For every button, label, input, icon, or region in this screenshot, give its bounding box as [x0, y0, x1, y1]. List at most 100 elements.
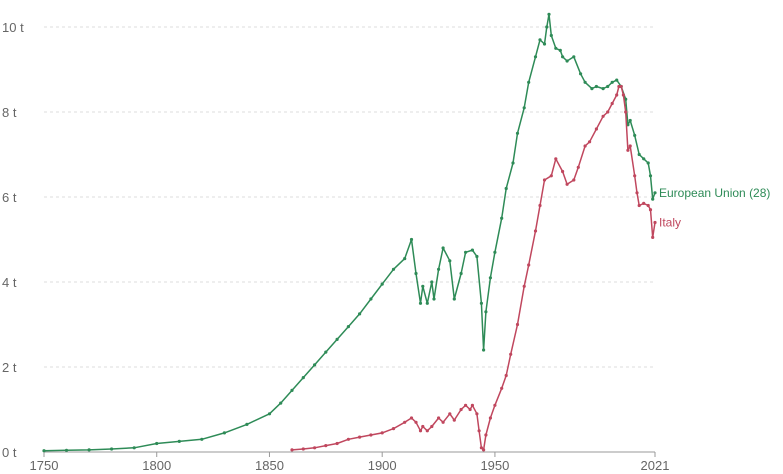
data-point [432, 297, 436, 301]
axes [43, 451, 656, 457]
y-tick-label: 0 t [2, 445, 17, 460]
data-point [633, 133, 637, 137]
data-point [414, 271, 418, 276]
data-point [369, 433, 373, 437]
x-tick-label: 1850 [255, 458, 284, 473]
data-point [403, 257, 407, 261]
data-point [545, 25, 549, 29]
data-point [615, 93, 619, 97]
data-point [588, 140, 592, 144]
data-point [646, 203, 650, 208]
data-point [488, 416, 492, 420]
data-point [430, 280, 434, 284]
data-point [601, 114, 605, 118]
data-point [522, 106, 526, 110]
data-point [626, 148, 630, 152]
data-point [619, 84, 623, 89]
data-point [617, 84, 621, 89]
data-point [637, 203, 641, 208]
series-end-label: European Union (28) [659, 186, 770, 200]
data-point [290, 448, 294, 452]
data-point [624, 110, 628, 114]
data-point [448, 259, 452, 263]
data-point [653, 220, 657, 225]
data-point [459, 407, 463, 412]
data-point [441, 420, 445, 424]
data-point [633, 174, 637, 178]
data-point [606, 110, 610, 114]
data-point [369, 297, 373, 301]
x-tick-label: 1800 [142, 458, 171, 473]
data-point [267, 412, 272, 416]
data-point [542, 42, 547, 46]
data-point [509, 352, 513, 356]
data-point [558, 48, 562, 53]
data-point [279, 401, 283, 405]
data-point [464, 403, 468, 407]
data-point [565, 182, 569, 186]
data-point [628, 118, 632, 123]
data-point [576, 165, 580, 169]
data-point [418, 429, 423, 433]
data-point [484, 310, 488, 314]
data-point [538, 38, 542, 42]
data-point [409, 416, 414, 420]
data-point [484, 433, 488, 437]
data-point [572, 178, 576, 182]
data-point [479, 301, 483, 305]
data-point [290, 388, 294, 392]
data-point [335, 441, 339, 446]
data-point [642, 201, 646, 205]
data-point [601, 87, 605, 91]
data-point [414, 420, 418, 424]
data-point [335, 337, 339, 341]
data-point [637, 152, 641, 157]
data-point [245, 422, 249, 426]
data-point [533, 229, 538, 233]
data-point [468, 407, 472, 412]
data-point [425, 301, 429, 305]
data-point [301, 447, 305, 451]
data-point [437, 416, 441, 420]
y-tick-label: 4 t [2, 275, 17, 290]
data-point [475, 412, 479, 416]
x-tick-label: 2021 [641, 458, 670, 473]
data-point [561, 169, 565, 174]
grid-lines [44, 26, 655, 368]
data-point [653, 191, 657, 195]
data-point [380, 282, 384, 286]
data-point [313, 363, 317, 367]
data-point [547, 12, 551, 16]
data-point [358, 435, 362, 439]
data-point [488, 276, 492, 280]
data-point [42, 449, 46, 453]
data-point [403, 420, 407, 424]
data-point [549, 174, 553, 178]
data-point [470, 248, 474, 252]
data-point [324, 350, 328, 354]
data-point [430, 424, 434, 429]
data-point [418, 301, 423, 305]
data-point [606, 84, 610, 89]
data-point [421, 424, 425, 429]
data-point [583, 144, 587, 148]
data-point [482, 448, 486, 452]
data-point [527, 263, 531, 267]
data-point [479, 446, 483, 450]
series-0 [42, 12, 657, 453]
y-tick-label: 8 t [2, 105, 17, 120]
data-point [64, 448, 69, 452]
series-line [291, 85, 656, 451]
data-point [515, 322, 520, 327]
data-point [542, 178, 547, 182]
data-point [324, 444, 328, 448]
data-point [624, 97, 628, 101]
data-point [500, 216, 504, 220]
data-point [549, 33, 553, 38]
data-point [409, 237, 414, 242]
data-point [642, 157, 646, 161]
y-tick-label: 2 t [2, 360, 17, 375]
data-point [565, 59, 569, 63]
data-point [425, 429, 429, 433]
